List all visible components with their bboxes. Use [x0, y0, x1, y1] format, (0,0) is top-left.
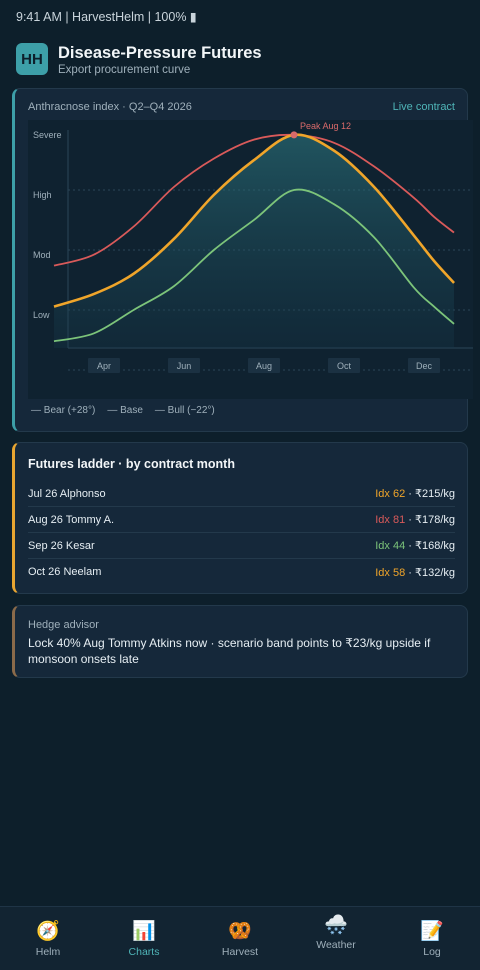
nav-helm[interactable]: 🧭 Helm — [0, 907, 96, 970]
x-tick-box — [88, 358, 120, 373]
nav-label: Log — [423, 946, 441, 958]
y-tick-label: High — [33, 190, 52, 200]
snow-cloud-icon: 🌨️ — [324, 915, 348, 936]
contract-quote: Idx 44 · ₹168/kg — [375, 539, 455, 552]
ladder-row[interactable]: Sep 26 Kesar Idx 44 · ₹168/kg — [28, 533, 455, 559]
index-value: Idx 81 — [375, 514, 406, 526]
page-title: Disease-Pressure Futures — [58, 44, 262, 62]
memo-icon: 📝 — [420, 921, 444, 942]
x-tick-label: Apr — [97, 361, 111, 371]
legend-label: — Bull (−22°) — [154, 405, 215, 416]
pretzel-icon: 🥨 — [228, 921, 252, 942]
legend-item: — Bear (+28°) — [31, 405, 95, 416]
live-contract-badge[interactable]: Live contract — [392, 101, 455, 113]
y-tick-label: Severe — [33, 130, 62, 140]
contract-quote: Idx 58 · ₹132/kg — [375, 566, 455, 579]
index-value: Idx 62 — [375, 488, 406, 500]
app-header: HH Disease-Pressure Futures Export procu… — [16, 43, 262, 77]
advisor-label: Hedge advisor — [28, 619, 99, 631]
x-tick-box — [408, 358, 440, 373]
bar-chart-icon: 📊 — [132, 921, 156, 942]
y-tick-label: Mod — [33, 250, 51, 260]
app-logo: HH — [16, 43, 48, 75]
x-tick-label: Jun — [177, 361, 192, 371]
x-tick-box — [168, 358, 200, 373]
x-tick-label: Aug — [256, 361, 272, 371]
hedge-advisor-card: Hedge advisor Lock 40% Aug Tommy Atkins … — [12, 605, 468, 678]
price-value: · ₹168/kg — [405, 540, 455, 552]
index-value: Idx 58 — [375, 566, 406, 579]
nav-label: Weather — [316, 939, 356, 951]
price-value: · ₹178/kg — [405, 514, 455, 526]
disease-pressure-chart: Severe High Mod Low Apr Jun Aug Oct Dec Peak Aug … — [28, 120, 473, 399]
ladder-row[interactable]: Jul 26 Alphonso Idx 62 · ₹215/kg — [28, 481, 455, 507]
nav-log[interactable]: 📝 Log — [384, 907, 480, 970]
nav-weather[interactable]: 🌨️ Weather — [288, 907, 384, 970]
contract-quote: Idx 81 · ₹178/kg — [375, 513, 455, 526]
nav-label: Helm — [35, 946, 61, 958]
advisor-text: Lock 40% Aug Tommy Atkins now · scenario… — [28, 636, 431, 666]
legend-label: — Base — [107, 405, 143, 416]
y-tick-label: Low — [33, 310, 50, 320]
contract-name: Oct 26 Neelam — [28, 566, 102, 578]
contract-name: Aug 26 Tommy A. — [28, 513, 115, 526]
x-tick-box — [248, 358, 280, 373]
bottom-nav: 🧭 Helm 📊 Charts 🥨 Harvest 🌨️ Weather 📝 Log — [0, 906, 480, 970]
price-value: · ₹215/kg — [405, 488, 455, 500]
ladder-list: Jul 26 Alphonso Idx 62 · ₹215/kg Aug 26 To… — [28, 481, 455, 585]
nav-label: Charts — [128, 946, 160, 958]
series-area-base — [54, 134, 454, 348]
peak-annotation: Peak Aug 12 — [300, 121, 351, 131]
contract-quote: Idx 62 · ₹215/kg — [375, 487, 455, 500]
x-tick-label: Dec — [416, 361, 433, 371]
legend-item: — Bull (−22°) — [155, 405, 215, 416]
legend-item: — Base — [107, 405, 143, 416]
futures-ladder-card: Futures ladder · by contract month Jul 2… — [12, 442, 468, 594]
ladder-row[interactable]: Aug 26 Tommy A. Idx 81 · ₹178/kg — [28, 507, 455, 533]
series-line-bear — [53, 133, 455, 267]
chart-card: Anthracnose index · Q2–Q4 2026 Live cont… — [12, 88, 473, 432]
peak-marker — [290, 131, 298, 139]
nav-harvest[interactable]: 🥨 Harvest — [192, 907, 288, 970]
nav-label: Harvest — [221, 946, 259, 958]
chart-legend: — Bear (+28°) — Base — Bull (−22°) — [31, 405, 215, 416]
series-line-bull — [53, 188, 455, 343]
nav-charts[interactable]: 📊 Charts — [96, 907, 192, 970]
chart-title: Anthracnose index · Q2–Q4 2026 — [28, 101, 192, 113]
legend-label: — Bear (+28°) — [31, 405, 96, 416]
contract-name: Jul 26 Alphonso — [28, 487, 106, 500]
ladder-row[interactable]: Oct 26 Neelam Idx 58 · ₹132/kg — [28, 559, 455, 585]
price-value: · ₹132/kg — [405, 566, 455, 579]
contract-name: Sep 26 Kesar — [28, 539, 95, 552]
x-tick-box — [328, 358, 360, 373]
series-line-base — [53, 133, 455, 308]
page-subtitle: Export procurement curve — [58, 64, 191, 76]
status-bar: 9:41 AM | HarvestHelm | 100% ▮ — [16, 10, 197, 24]
compass-icon: 🧭 — [36, 921, 60, 942]
x-tick-label: Oct — [337, 361, 352, 371]
ladder-title: Futures ladder · by contract month — [28, 457, 235, 471]
index-value: Idx 44 — [375, 540, 406, 552]
